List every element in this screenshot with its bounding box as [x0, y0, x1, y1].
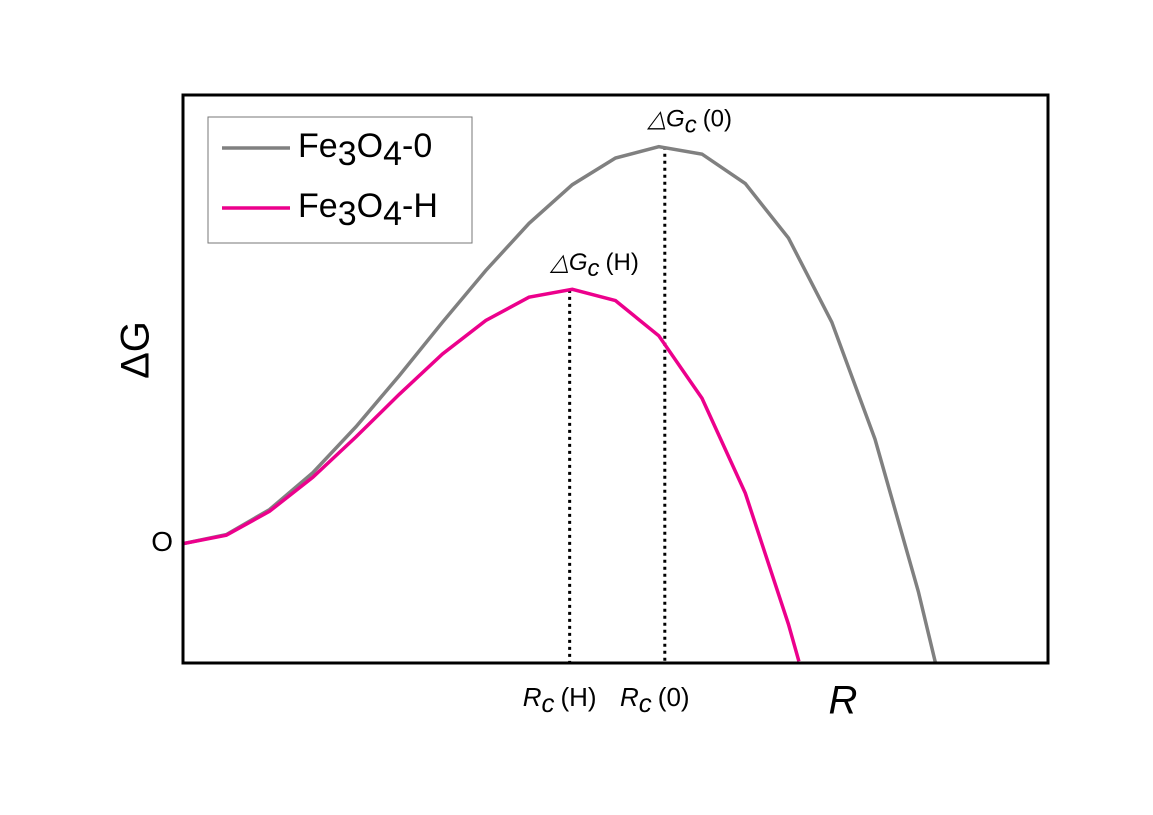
annotation-subscript: c: [541, 688, 554, 718]
annotation-text: (0): [703, 106, 732, 133]
legend-box: [207, 116, 473, 244]
annotation-subscript: c: [639, 688, 652, 718]
legend-char: e: [319, 187, 338, 225]
legend-char: H: [413, 187, 438, 225]
annotation-subscript: c: [588, 255, 600, 282]
legend-char: -: [402, 187, 413, 225]
annotation-text: (H): [560, 682, 596, 712]
annotation: Rc (H): [523, 682, 597, 718]
annotation-text: (H): [606, 249, 639, 276]
legend-char: O: [357, 187, 383, 225]
legend-char: 4: [383, 135, 402, 173]
annotation-symbol: R: [620, 682, 639, 712]
y-tick-label: O: [151, 526, 173, 557]
annotation-symbol: △G: [549, 249, 587, 276]
series-line: [183, 144, 938, 663]
legend-char: -: [402, 127, 413, 165]
legend-char: F: [298, 187, 319, 225]
annotation-symbol: △G: [647, 106, 685, 133]
annotation: △Gc (H): [549, 249, 638, 282]
annotation: △Gc (0): [647, 106, 732, 139]
legend-char: F: [298, 127, 319, 165]
legend-char: O: [357, 127, 383, 165]
legend-char: 3: [338, 195, 357, 233]
legend-char: e: [319, 127, 338, 165]
legend-char: 0: [413, 127, 432, 165]
annotation-symbol: R: [523, 682, 542, 712]
legend-char: 4: [383, 195, 402, 233]
x-axis-label: R: [829, 679, 858, 723]
plot-frame: [181, 93, 1050, 665]
legend-label: Fe3O4-H: [298, 187, 438, 233]
series-line: [183, 287, 801, 662]
y-axis-label: ΔG: [114, 321, 158, 379]
annotation-subscript: c: [685, 112, 697, 139]
annotation: Rc (0): [620, 682, 690, 718]
legend-label: Fe3O4-0: [298, 127, 432, 173]
annotation-text: (0): [658, 682, 690, 712]
legend-char: 3: [338, 135, 357, 173]
